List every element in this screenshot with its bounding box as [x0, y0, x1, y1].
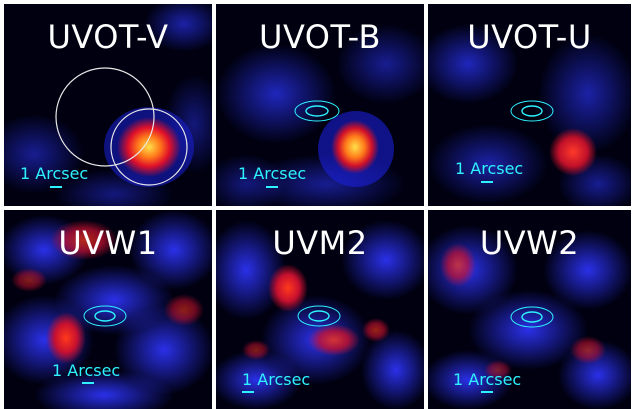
panel-title: UVM2	[272, 224, 368, 262]
panel-uvot-v: UVOT-V 1 Arcsec	[4, 4, 212, 206]
panel-uvot-b: UVOT-B 1 Arcsec	[216, 4, 424, 206]
panel-title: UVW2	[479, 224, 580, 262]
scale-label: 1 Arcsec	[238, 164, 307, 183]
panel-title: UVOT-B	[259, 18, 381, 56]
scale-label: 1 Arcsec	[20, 164, 89, 183]
scale-bar	[82, 382, 94, 384]
uvw2-contours	[510, 306, 554, 328]
uvw2-image	[428, 210, 631, 409]
uvw1-contours	[83, 305, 127, 327]
panel-title: UVW1	[58, 224, 158, 262]
uvw1-image	[4, 210, 212, 409]
uvot-v-image	[4, 4, 212, 206]
panel-uvw1: UVW1 1 Arcsec	[4, 210, 212, 409]
scale-bar	[242, 391, 254, 393]
scale-bar	[50, 186, 62, 188]
panel-title: UVOT-U	[467, 18, 592, 56]
scale-bar	[481, 391, 493, 393]
uvm2-image	[216, 210, 424, 409]
panel-uvot-u: UVOT-U 1 Arcsec	[428, 4, 631, 206]
uvm2-contours	[297, 305, 341, 327]
scale-label: 1 Arcsec	[242, 370, 311, 389]
uvot-b-image	[216, 4, 424, 206]
uvot-u-image	[428, 4, 631, 206]
scale-bar	[481, 181, 493, 183]
scale-label: 1 Arcsec	[455, 159, 524, 178]
uvot-u-contours	[510, 100, 554, 122]
panel-title: UVOT-V	[47, 18, 169, 56]
panel-uvw2: UVW2 1 Arcsec	[428, 210, 631, 409]
scale-label: 1 Arcsec	[453, 370, 522, 389]
uvot-v-circles	[55, 67, 188, 186]
scale-bar	[266, 186, 278, 188]
scale-label: 1 Arcsec	[52, 361, 121, 380]
uvot-b-contours	[294, 100, 340, 122]
panel-uvm2: UVM2 1 Arcsec	[216, 210, 424, 409]
